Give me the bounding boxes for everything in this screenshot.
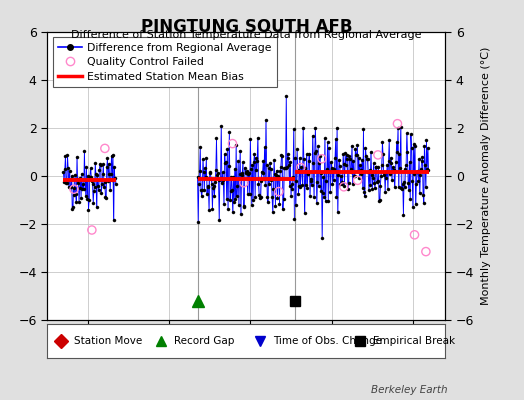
Point — [374, 152, 382, 158]
Point — [297, 164, 305, 171]
Text: Difference of Station Temperature Data from Regional Average: Difference of Station Temperature Data f… — [71, 30, 421, 40]
Point — [228, 140, 237, 147]
Point — [393, 120, 401, 127]
Point — [422, 248, 430, 255]
Text: Time of Obs. Change: Time of Obs. Change — [274, 336, 383, 346]
Point — [88, 227, 96, 233]
Text: Empirical Break: Empirical Break — [373, 336, 455, 346]
Point — [318, 156, 326, 162]
Legend: Difference from Regional Average, Quality Control Failed, Estimated Station Mean: Difference from Regional Average, Qualit… — [52, 38, 277, 87]
Point — [353, 177, 362, 184]
Point — [239, 180, 248, 186]
Point — [410, 232, 419, 238]
Point — [70, 186, 78, 192]
Y-axis label: Monthly Temperature Anomaly Difference (°C): Monthly Temperature Anomaly Difference (… — [481, 47, 491, 305]
Text: Record Gap: Record Gap — [174, 336, 234, 346]
Point — [275, 188, 283, 195]
Text: PINGTUNG SOUTH AFB: PINGTUNG SOUTH AFB — [140, 18, 352, 36]
Text: Station Move: Station Move — [74, 336, 143, 346]
Point — [101, 145, 109, 152]
Text: Berkeley Earth: Berkeley Earth — [372, 385, 448, 395]
Point — [340, 184, 348, 190]
